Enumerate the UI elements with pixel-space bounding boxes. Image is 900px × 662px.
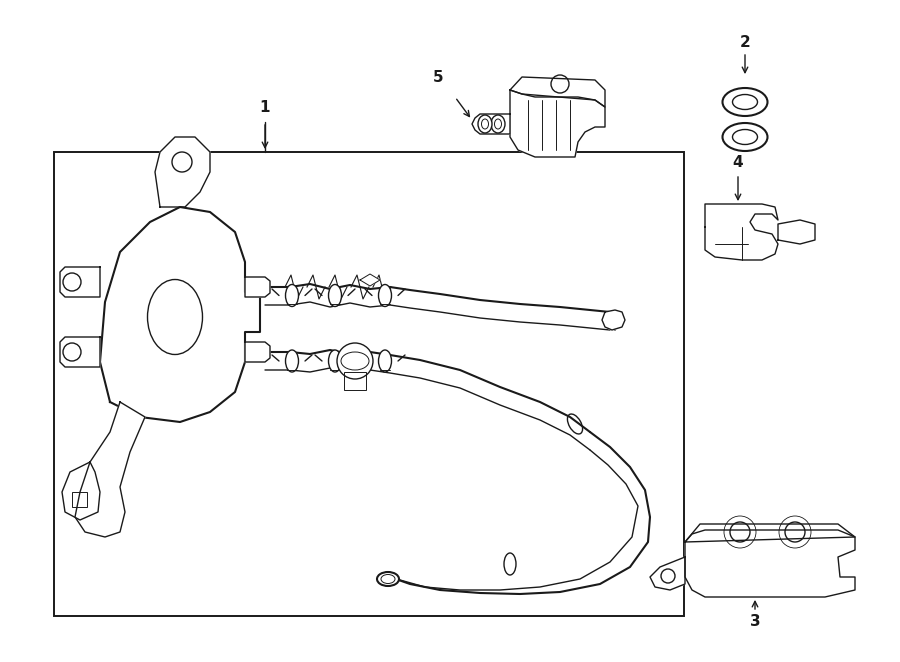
Circle shape bbox=[337, 343, 373, 379]
Ellipse shape bbox=[478, 115, 492, 133]
Polygon shape bbox=[60, 267, 100, 297]
Ellipse shape bbox=[328, 285, 341, 307]
Polygon shape bbox=[100, 207, 260, 422]
Text: 1: 1 bbox=[260, 99, 270, 115]
Text: 2: 2 bbox=[740, 34, 751, 50]
Bar bbox=[54, 152, 684, 616]
Ellipse shape bbox=[491, 115, 505, 133]
Polygon shape bbox=[685, 530, 855, 597]
Text: 3: 3 bbox=[750, 614, 760, 630]
Polygon shape bbox=[510, 77, 605, 107]
Polygon shape bbox=[155, 137, 210, 207]
Polygon shape bbox=[245, 277, 270, 297]
Polygon shape bbox=[685, 524, 855, 542]
Ellipse shape bbox=[723, 123, 768, 151]
Polygon shape bbox=[650, 557, 685, 590]
Polygon shape bbox=[602, 310, 625, 330]
Polygon shape bbox=[75, 402, 145, 537]
Ellipse shape bbox=[377, 572, 399, 586]
Polygon shape bbox=[245, 342, 270, 362]
Polygon shape bbox=[705, 204, 778, 260]
Ellipse shape bbox=[285, 350, 299, 372]
Ellipse shape bbox=[328, 350, 341, 372]
Polygon shape bbox=[472, 114, 510, 134]
Bar bbox=[72, 492, 87, 507]
Polygon shape bbox=[778, 220, 815, 244]
Polygon shape bbox=[60, 337, 100, 367]
Polygon shape bbox=[510, 90, 605, 157]
Text: 4: 4 bbox=[733, 154, 743, 169]
Text: 5: 5 bbox=[433, 70, 444, 85]
Polygon shape bbox=[62, 462, 100, 520]
Ellipse shape bbox=[723, 88, 768, 116]
Ellipse shape bbox=[379, 350, 392, 372]
Ellipse shape bbox=[285, 285, 299, 307]
Bar bbox=[344, 372, 366, 390]
Ellipse shape bbox=[379, 285, 392, 307]
Polygon shape bbox=[360, 274, 380, 286]
